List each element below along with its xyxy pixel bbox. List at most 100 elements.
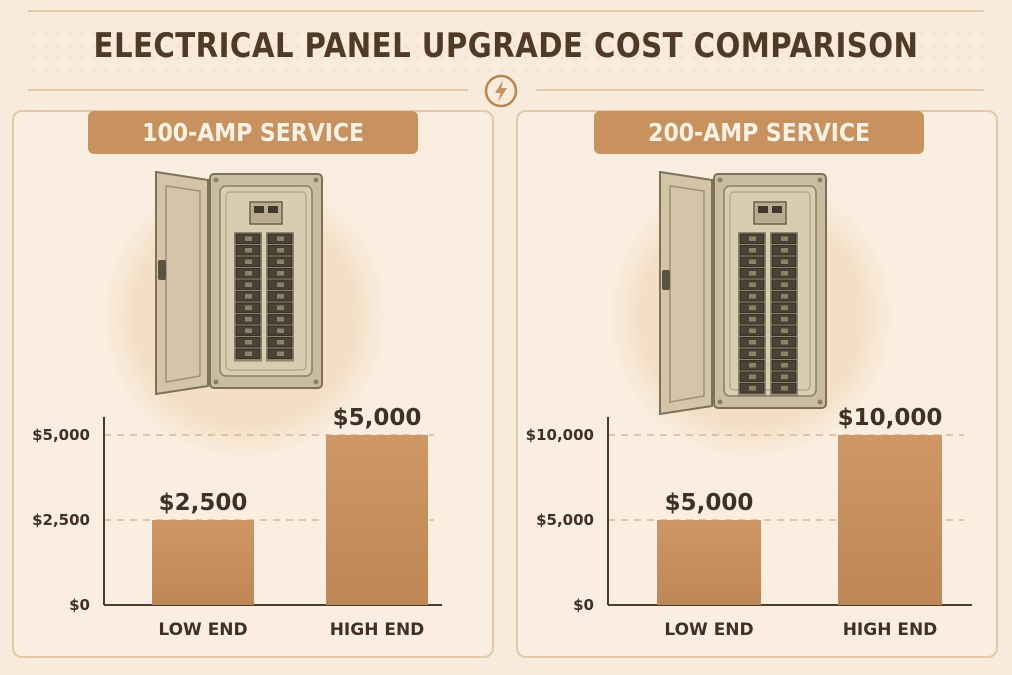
panel-breaker-toggle [749,248,756,253]
panel-breaker-toggle [245,248,252,253]
panel-breaker-toggle [749,294,756,299]
panel-screw [313,379,319,385]
panel-breaker-toggle [781,282,788,287]
panel-door-latch [158,260,166,280]
panel-breaker-toggle [245,236,252,241]
panel-screw [213,379,219,385]
y-tick-label: $5,000 [536,511,594,529]
panel-breaker-toggle [277,305,284,310]
panel-breaker-toggle [781,351,788,356]
panel-screw [717,399,723,405]
panel-door [659,170,713,416]
panel-breaker-toggle [277,351,284,356]
bar-value-label: $5,000 [333,405,422,431]
header-rule-right [536,89,984,91]
bar-value-label: $10,000 [838,405,943,431]
panel-breaker-toggle [749,271,756,276]
bar-chart-200-amp: $0 $5,000 $10,000 $5,000 LOW END $10,000 HIGH … [526,405,972,640]
y-tick-label: $10,000 [526,426,594,444]
panel-breaker-toggle [277,317,284,322]
bar [657,520,761,605]
y-tick-label: $0 [69,596,90,614]
panel-breaker-toggle [277,340,284,345]
panel-breaker-toggle [245,351,252,356]
panel-breaker-toggle [245,294,252,299]
panel-breaker-toggle [781,340,788,345]
panel-main-switch [268,206,278,213]
panel-breaker-toggle [749,317,756,322]
header-rule-left [28,89,468,91]
panel-breaker-toggle [749,305,756,310]
panel-screw [817,399,823,405]
bar-chart-100-amp: $0 $2,500 $5,000 $2,500 LOW END $5,000 HIGH EN… [32,405,442,640]
panel-door [155,170,209,396]
panel-inner-frame [225,191,307,371]
panel-door-inset [669,185,705,403]
panel-breaker-toggle [781,317,788,322]
panel-breaker-toggle [749,282,756,287]
panel-breaker-toggle [277,271,284,276]
panel-breaker-toggle [245,340,252,345]
panel-breaker-toggle [245,317,252,322]
panel-breaker-toggle [781,248,788,253]
panel-drawing [155,170,323,396]
panel-breaker-toggle [749,351,756,356]
bar-value-label: $5,000 [665,490,754,516]
bar [152,520,254,605]
breaker-panel-icon [155,170,323,396]
panel-main-switch [772,206,782,213]
banner-100-amp-label: 100-AMP SERVICE [142,118,364,147]
x-category-label: LOW END [158,620,247,640]
panel-breaker-toggle [245,282,252,287]
panel-breaker-toggle [277,328,284,333]
panel-breaker-toggle [781,271,788,276]
panel-breaker-toggle [245,259,252,264]
panel-breaker-toggle [245,271,252,276]
panel-breaker-toggle [749,236,756,241]
x-category-label: LOW END [664,620,753,640]
panel-breaker-toggle [781,386,788,391]
panel-breaker-toggle [781,305,788,310]
panel-breaker-toggle [277,294,284,299]
panel-breaker-toggle [277,259,284,264]
panel-breaker-toggle [277,236,284,241]
panel-screw [717,177,723,183]
breaker-panel-icon [659,170,827,416]
panel-drawing [659,170,827,416]
panel-breaker-toggle [781,363,788,368]
panel-screw [313,177,319,183]
panel-breaker-toggle [749,386,756,391]
panel-breaker-toggle [781,294,788,299]
panel-breaker-toggle [749,374,756,379]
banner-100-amp: 100-AMP SERVICE [88,111,418,154]
bar-value-label: $2,500 [159,490,248,516]
top-rule [28,10,984,12]
y-tick-label: $5,000 [32,426,90,444]
panel-breaker-toggle [245,328,252,333]
panel-breaker-toggle [781,374,788,379]
panel-main-switch [758,206,768,213]
banner-200-amp-label: 200-AMP SERVICE [648,118,870,147]
lightning-bolt-icon [484,74,518,108]
panel-breaker-toggle [781,328,788,333]
panel-screw [817,177,823,183]
panel-door-inset [165,185,201,383]
panel-main-switch [254,206,264,213]
panel-door-latch [662,270,670,290]
panel-breaker-toggle [277,282,284,287]
panel-breaker-toggle [245,305,252,310]
header-dot-pattern [28,28,984,82]
y-tick-label: $0 [573,596,594,614]
panel-breaker-toggle [781,259,788,264]
x-category-label: HIGH END [843,620,938,640]
y-tick-label: $2,500 [32,511,90,529]
panel-breaker-toggle [749,340,756,345]
panel-breaker-toggle [749,259,756,264]
panel-breaker-toggle [749,328,756,333]
bar [838,435,942,605]
panel-breaker-toggle [781,236,788,241]
panel-screw [213,177,219,183]
x-category-label: HIGH END [330,620,425,640]
page-title: ELECTRICAL PANEL UPGRADE COST COMPARISON [93,26,919,66]
banner-200-amp: 200-AMP SERVICE [594,111,924,154]
